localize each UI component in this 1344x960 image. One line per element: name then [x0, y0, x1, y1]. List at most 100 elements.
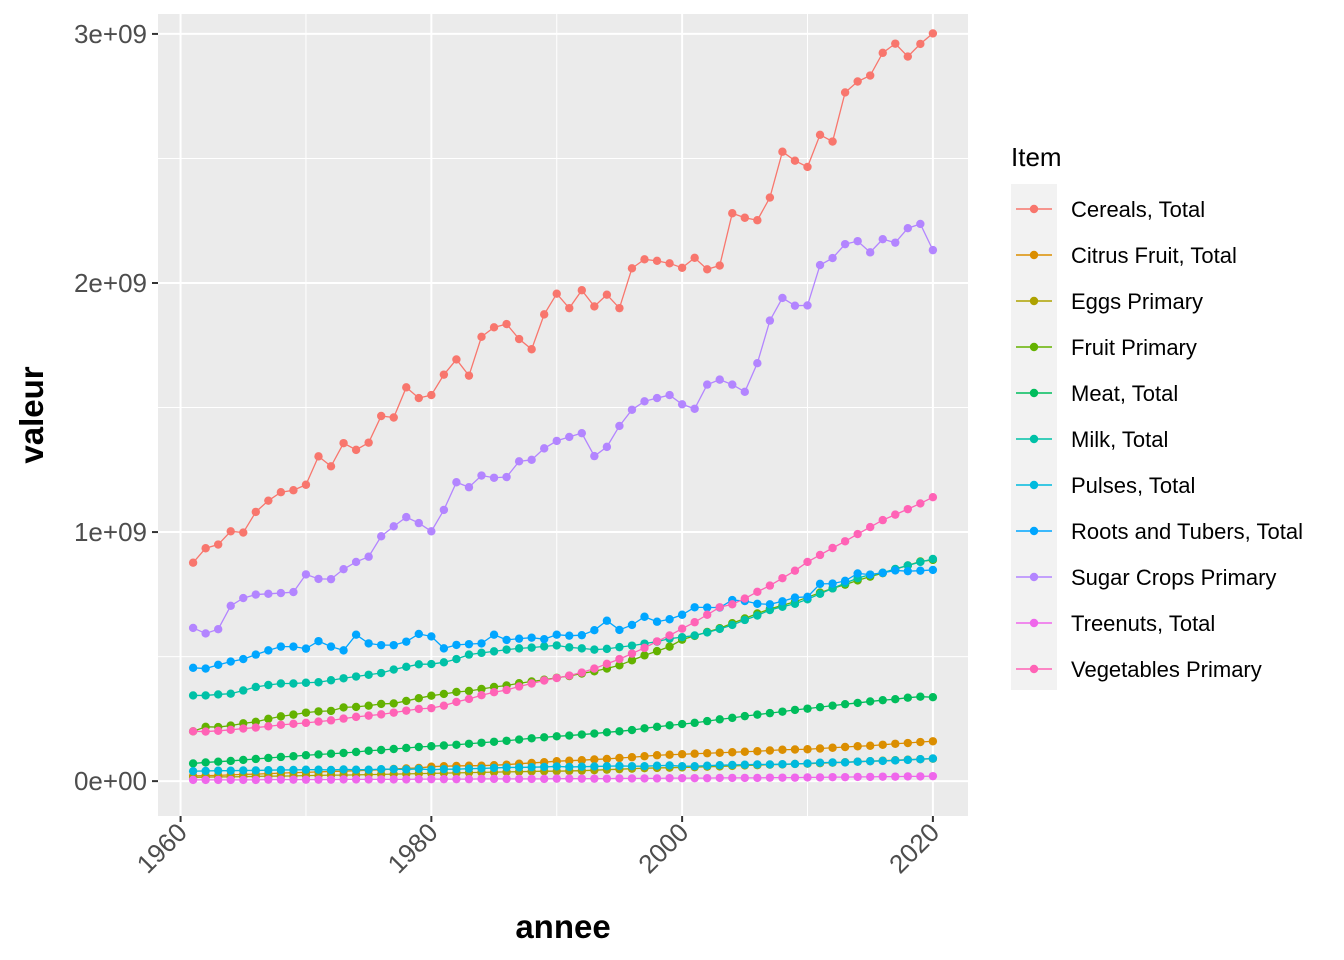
- data-point: [264, 680, 273, 690]
- data-point: [853, 757, 862, 766]
- data-point: [464, 739, 474, 748]
- data-point: [527, 762, 536, 772]
- data-point: [402, 706, 411, 715]
- data-point: [602, 442, 612, 452]
- data-point: [778, 759, 787, 769]
- data-point: [527, 734, 536, 743]
- data-point: [790, 705, 800, 715]
- data-point: [577, 762, 587, 771]
- data-point: [828, 579, 837, 588]
- data-point: [828, 743, 837, 752]
- data-point: [778, 293, 787, 303]
- data-point: [326, 749, 336, 758]
- data-point: [790, 301, 800, 310]
- data-point: [677, 624, 687, 633]
- data-point: [753, 216, 762, 225]
- data-point: [464, 774, 474, 784]
- data-point: [677, 750, 687, 759]
- data-point: [590, 451, 599, 461]
- data-point: [652, 256, 662, 266]
- data-point: [276, 775, 286, 784]
- data-point: [552, 673, 561, 683]
- data-point: [314, 707, 323, 716]
- data-point: [427, 765, 436, 774]
- data-point: [866, 71, 875, 80]
- data-point: [276, 765, 286, 775]
- data-point: [891, 756, 900, 765]
- data-point: [840, 758, 850, 767]
- data-point: [464, 686, 474, 696]
- data-point: [439, 774, 449, 784]
- data-point: [539, 634, 549, 644]
- data-point: [477, 332, 486, 341]
- data-point: [853, 742, 862, 751]
- data-point: [376, 411, 386, 421]
- data-point: [389, 699, 398, 708]
- data-point: [753, 747, 762, 756]
- data-point: [326, 716, 336, 725]
- data-point: [477, 471, 486, 480]
- data-point: [577, 730, 587, 739]
- y-tick-label: 2e+09: [74, 268, 147, 298]
- data-point: [339, 674, 348, 683]
- data-point: [251, 723, 260, 732]
- data-point: [477, 684, 486, 694]
- data-point: [226, 725, 235, 735]
- data-point: [903, 755, 913, 765]
- data-point: [489, 630, 499, 639]
- data-point: [652, 774, 662, 783]
- legend-label: Citrus Fruit, Total: [1071, 243, 1237, 268]
- data-point: [402, 696, 411, 706]
- x-axis-title: annee: [515, 908, 610, 945]
- data-point: [765, 760, 775, 769]
- data-point: [602, 644, 612, 654]
- data-point: [402, 637, 411, 646]
- data-point: [289, 486, 298, 495]
- legend-item: Fruit Primary: [1016, 335, 1197, 360]
- legend-label: Roots and Tubers, Total: [1071, 519, 1303, 544]
- data-point: [276, 720, 286, 730]
- data-point: [615, 753, 624, 763]
- data-point: [213, 690, 223, 699]
- data-point: [201, 758, 210, 767]
- data-point: [339, 703, 348, 712]
- data-point: [665, 642, 674, 651]
- series-roots-and-tubers-total: [188, 565, 938, 673]
- data-point: [690, 253, 699, 263]
- data-point: [577, 286, 587, 295]
- data-point: [314, 636, 323, 646]
- series-sugar-crops-primary: [188, 219, 938, 638]
- data-point: [452, 774, 461, 784]
- data-point: [916, 772, 925, 781]
- data-point: [590, 755, 599, 764]
- legend: Item Cereals, Total Citrus Fruit, Total Eg…: [1011, 142, 1303, 690]
- data-point: [577, 668, 587, 677]
- data-point: [565, 762, 574, 772]
- legend-label: Meat, Total: [1071, 381, 1178, 406]
- data-point: [790, 745, 800, 754]
- data-point: [301, 718, 311, 728]
- data-point: [452, 478, 461, 487]
- data-point: [715, 375, 724, 384]
- x-tick-label: 2000: [632, 817, 694, 879]
- data-point: [351, 445, 361, 455]
- data-point: [903, 738, 913, 748]
- data-point: [452, 764, 461, 774]
- data-point: [539, 762, 549, 772]
- data-point: [364, 765, 373, 774]
- data-point: [828, 758, 837, 767]
- data-point: [527, 643, 536, 652]
- data-point: [803, 759, 812, 768]
- data-point: [840, 772, 850, 782]
- data-point: [615, 661, 624, 670]
- data-point: [477, 648, 486, 658]
- data-point: [928, 771, 938, 781]
- data-point: [427, 390, 436, 400]
- data-point: [213, 540, 223, 549]
- data-point: [552, 436, 561, 446]
- data-point: [376, 699, 386, 709]
- data-point: [464, 639, 474, 649]
- data-point: [213, 660, 223, 670]
- data-point: [414, 693, 423, 703]
